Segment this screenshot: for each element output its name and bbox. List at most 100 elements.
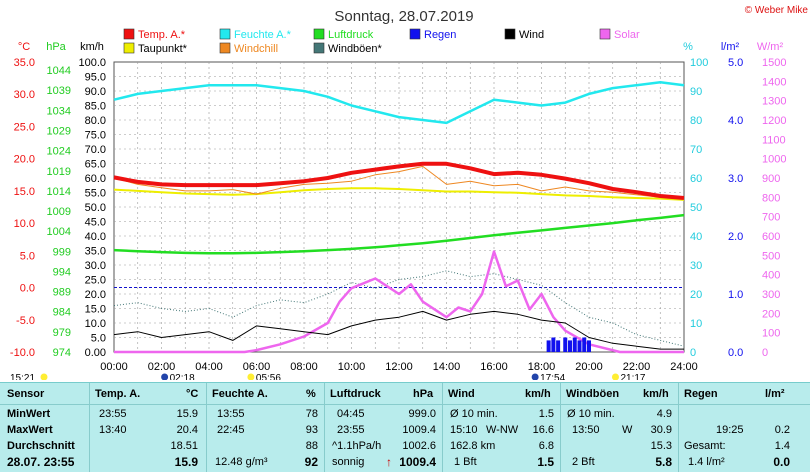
series-solar <box>114 250 684 354</box>
temp-tick-label: -10.0 <box>10 347 35 359</box>
header-gust: Windböen <box>566 388 620 400</box>
min-wind-value: 1.5 <box>538 408 554 420</box>
pressure-tick-label: 1019 <box>47 166 71 178</box>
wind-tick-label: 15.0 <box>85 304 106 316</box>
solar-tick-label: 1500 <box>762 57 786 69</box>
legend-label: Solar <box>614 29 640 41</box>
max-temp-time: 13:40 <box>99 424 127 436</box>
wind-tick-label: 80.0 <box>85 115 106 127</box>
weather-chart: Sonntag, 28.07.2019 © Weber Mike Temp. A… <box>9 5 809 380</box>
solar-tick-label: 1100 <box>762 134 786 146</box>
avg-press-value: 1002.6 <box>402 440 436 452</box>
legend-label: Windchill <box>234 43 278 55</box>
col-sep <box>560 383 561 472</box>
current-humidity: 92 <box>304 455 318 469</box>
wind-tick-label: 100.0 <box>78 57 106 69</box>
humidity-tick-label: 50 <box>690 202 702 214</box>
temp-tick-label: 15.0 <box>14 186 35 198</box>
time-tick-label: 04:00 <box>195 361 223 373</box>
pressure-tick-label: 1029 <box>47 125 71 137</box>
time-tick-label: 24:00 <box>670 361 698 373</box>
pressure-tick-label: 999 <box>53 246 71 258</box>
humidity-axis-title: % <box>683 41 693 53</box>
rain-tick-label: 1.0 <box>728 289 743 301</box>
max-rain-time: 19:25 <box>716 424 744 436</box>
current-timestamp: 28.07. 23:55 <box>7 455 75 469</box>
header-temp-unit: °C <box>186 388 199 400</box>
series-luftdruck <box>113 213 685 255</box>
sunset-time-label: 21:17 <box>620 373 645 380</box>
min-temp-value: 15.9 <box>176 408 198 420</box>
min-press-time: 04:45 <box>337 408 365 420</box>
legend-swatch <box>409 28 421 40</box>
solar-tick-label: 500 <box>762 250 780 262</box>
header-sensor: Sensor <box>7 388 45 400</box>
current-gust-bft: 2 Bft <box>572 456 595 468</box>
max-hum-value: 93 <box>305 424 318 436</box>
header-gust-unit: km/h <box>643 388 669 400</box>
chart-title: Sonntag, 28.07.2019 <box>334 8 473 25</box>
current-abs-humidity: 12.48 g/m³ <box>215 456 268 468</box>
max-wind-direction: W-NW <box>486 424 519 436</box>
min-hum-time: 13:55 <box>217 408 245 420</box>
left-time-label: 15:21 <box>10 373 35 380</box>
current-rain-rate: 1.4 l/m² <box>688 456 725 468</box>
legend-swatch <box>219 28 231 40</box>
current-wind: 1.5 <box>537 455 554 469</box>
sun-icon <box>40 373 48 380</box>
pressure-tick-label: 1024 <box>47 146 71 158</box>
wind-tick-label: 30.0 <box>85 260 106 272</box>
rain-bar <box>572 337 577 352</box>
min-press-value: 999.0 <box>408 408 436 420</box>
plot-area <box>113 81 685 354</box>
col-sep <box>442 383 443 472</box>
legend-label: Regen <box>424 29 456 41</box>
moonset-time-label: 02:18 <box>170 373 195 380</box>
legend-swatch <box>313 28 325 40</box>
legend-swatch <box>599 28 611 40</box>
table-header-separator <box>0 404 810 405</box>
wind-tick-label: 0.00 <box>85 347 106 359</box>
max-rain-value: 0.2 <box>774 424 790 436</box>
temp-tick-label: 30.0 <box>14 89 35 101</box>
wind-tick-label: 50.0 <box>85 202 106 214</box>
max-gust-value: 30.9 <box>650 424 672 436</box>
series-temp-a <box>113 161 685 200</box>
humidity-tick-label: 0 <box>690 347 696 359</box>
pressure-trend-arrow: ↑ <box>386 455 392 469</box>
rain-bar <box>556 340 561 352</box>
solar-axis-title: W/m² <box>757 41 784 53</box>
header-rain-unit: l/m² <box>765 388 785 400</box>
humidity-tick-label: 90 <box>690 86 702 98</box>
pressure-tick-label: 994 <box>53 266 71 278</box>
solar-tick-label: 100 <box>762 328 780 340</box>
time-tick-label: 12:00 <box>385 361 413 373</box>
min-gust-desc: Ø 10 min. <box>567 408 615 420</box>
wind-tick-label: 25.0 <box>85 275 106 287</box>
pressure-tick-label: 1039 <box>47 85 71 97</box>
max-wind-value: 16.6 <box>532 424 554 436</box>
header-temp: Temp. A. <box>95 388 141 400</box>
time-tick-label: 00:00 <box>100 361 128 373</box>
temp-tick-label: 10.0 <box>14 218 35 230</box>
header-wind-unit: km/h <box>525 388 551 400</box>
rain-tick-label: 0.0 <box>728 347 743 359</box>
rain-bar <box>551 337 556 352</box>
pressure-tick-label: 1044 <box>47 65 71 77</box>
wind-tick-label: 5.0 <box>91 333 106 345</box>
sun-moon-markers: 15:21 02:18 05:56 17:54 21:17 <box>10 373 646 380</box>
rain-bar <box>546 340 551 352</box>
sunrise-time-label: 05:56 <box>256 373 281 380</box>
solar-tick-label: 900 <box>762 173 780 185</box>
time-tick-label: 14:00 <box>433 361 461 373</box>
min-gust-value: 4.9 <box>656 408 672 420</box>
rain-tick-label: 2.0 <box>728 231 743 243</box>
humidity-tick-label: 70 <box>690 144 702 156</box>
solar-tick-label: 0 <box>762 347 768 359</box>
rain-axis-title: l/m² <box>721 41 740 53</box>
current-weather: sonnig <box>332 456 365 468</box>
humidity-tick-label: 40 <box>690 231 702 243</box>
avg-hum-value: 88 <box>305 440 318 452</box>
legend-label: Feuchte A.* <box>234 29 292 41</box>
pressure-tick-label: 1014 <box>47 186 71 198</box>
